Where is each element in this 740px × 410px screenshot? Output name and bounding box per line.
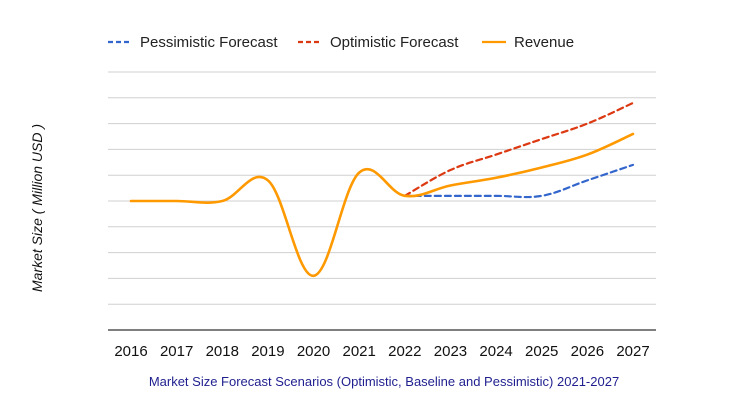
x-tick-label: 2018 xyxy=(206,343,239,360)
series-lines xyxy=(129,101,635,278)
optimistic-forecast-line xyxy=(403,101,635,197)
legend: Pessimistic Forecast Optimistic Forecast R… xyxy=(108,34,574,51)
legend-label-revenue: Revenue xyxy=(514,34,574,51)
x-tick-label: 2023 xyxy=(434,343,467,360)
y-axis-label: Market Size ( Million USD ) xyxy=(29,124,45,292)
x-axis-ticks: 2016 2017 2018 2019 2020 2021 2022 2023 2024 2025… xyxy=(114,343,649,360)
legend-label-optimistic-forecast: Optimistic Forecast xyxy=(330,34,459,51)
x-tick-label: 2017 xyxy=(160,343,193,360)
gridlines xyxy=(108,71,656,331)
revenue-line xyxy=(129,132,635,278)
x-tick-label: 2021 xyxy=(342,343,375,360)
x-tick-label: 2024 xyxy=(479,343,512,360)
legend-label-pessimistic-forecast: Pessimistic Forecast xyxy=(140,34,278,51)
x-tick-label: 2016 xyxy=(114,343,147,360)
x-tick-label: 2025 xyxy=(525,343,558,360)
x-tick-label: 2019 xyxy=(251,343,284,360)
x-tick-label: 2026 xyxy=(571,343,604,360)
x-tick-label: 2027 xyxy=(616,343,649,360)
pessimistic-forecast-line xyxy=(403,163,635,199)
x-tick-label: 2022 xyxy=(388,343,421,360)
chart-title: Market Size Forecast Scenarios (Optimist… xyxy=(149,374,619,389)
x-tick-label: 2020 xyxy=(297,343,330,360)
